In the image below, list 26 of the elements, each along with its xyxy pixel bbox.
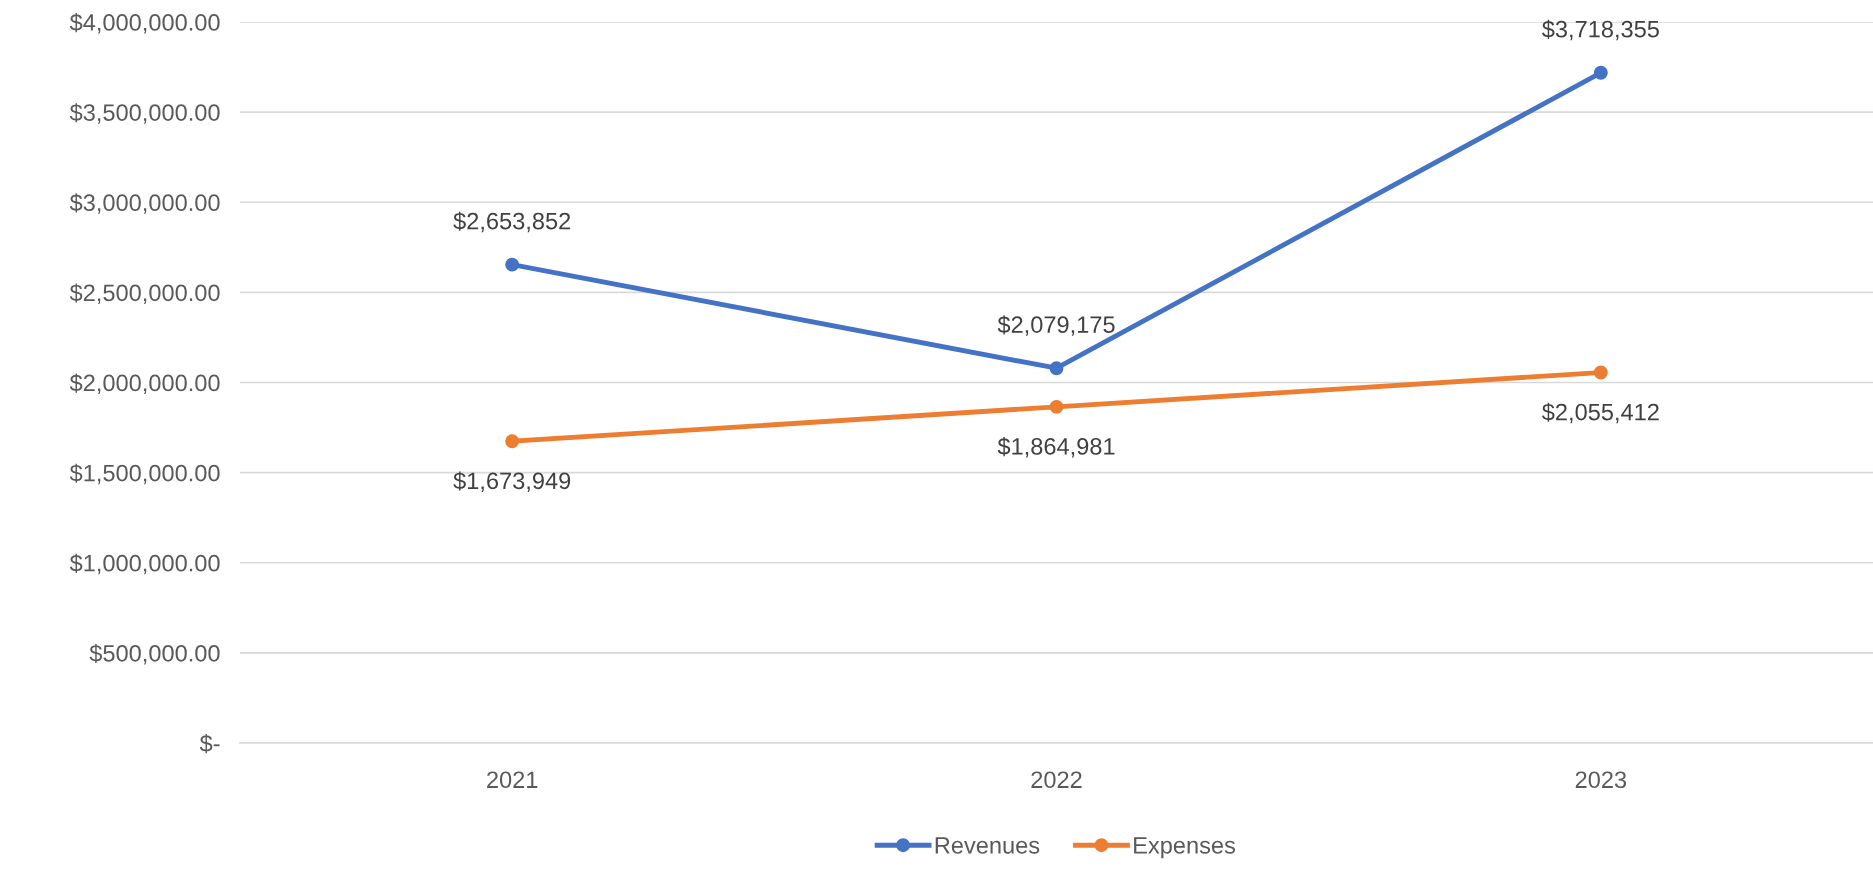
x-tick-label: 2023	[1575, 771, 1627, 789]
data-label: $1,864,981	[997, 437, 1115, 458]
x-tick-label: 2022	[1031, 771, 1082, 789]
point	[1593, 65, 1608, 80]
y-tick-label: $2,500,000.00	[69, 283, 220, 304]
y-tick-label: $1,500,000.00	[69, 463, 220, 485]
data-label: $3,718,355	[1542, 19, 1659, 41]
data-label: $2,055,412	[1542, 402, 1659, 424]
y-tick-label: $4,000,000.00	[69, 13, 220, 34]
point	[505, 257, 520, 272]
data-label: $2,079,175	[997, 315, 1115, 336]
y-tick-label: $1,000,000.00	[69, 553, 220, 575]
y-tick-label: $3,500,000.00	[69, 103, 220, 124]
data-label: $1,673,949	[453, 471, 571, 492]
point	[505, 434, 520, 449]
x-tick-label: 2021	[487, 771, 538, 789]
point	[1593, 365, 1608, 380]
y-tick-label: $2,000,000.00	[69, 373, 220, 395]
y-tick-label: $3,000,000.00	[69, 193, 220, 214]
legend-label: Revenues	[935, 837, 1040, 854]
data-label: $2,653,852	[453, 211, 571, 233]
legend-label: Expenses	[1134, 837, 1236, 859]
point	[1049, 361, 1064, 376]
y-tick-label: $500,000.00	[89, 643, 220, 665]
y-tick-label: $-	[199, 734, 220, 754]
point	[1049, 399, 1064, 414]
